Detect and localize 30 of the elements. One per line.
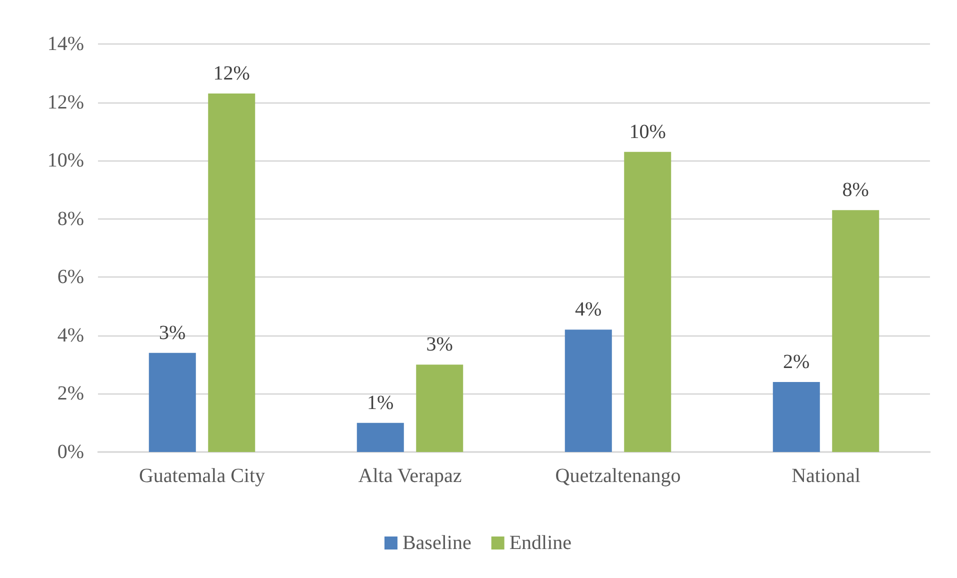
bar — [564, 330, 612, 452]
data-label: 8% — [842, 179, 869, 202]
data-label: 4% — [575, 298, 602, 321]
bar — [416, 364, 464, 452]
y-tick-label: 2% — [57, 382, 84, 405]
bar — [208, 94, 256, 452]
data-label: 12% — [213, 62, 250, 85]
x-tick-label: Guatemala City — [138, 465, 266, 487]
legend-label: Baseline — [402, 532, 472, 554]
data-label: 1% — [367, 392, 394, 414]
bar — [148, 352, 196, 452]
bar — [624, 152, 672, 452]
data-label: 3% — [426, 334, 453, 356]
bar — [356, 422, 404, 452]
legend-label: Endline — [509, 532, 572, 554]
y-tick-label: 6% — [57, 266, 84, 288]
x-tick-label: Alta Verapaz — [358, 465, 462, 487]
x-tick-label: Quetzaltenango — [555, 465, 681, 487]
data-label: 10% — [629, 120, 666, 143]
y-tick-label: 14% — [47, 33, 84, 55]
data-label: 2% — [783, 351, 810, 374]
y-tick-label: 0% — [57, 441, 84, 463]
y-tick-label: 12% — [47, 91, 84, 114]
y-tick-label: 4% — [57, 324, 84, 346]
y-tick-label: 8% — [57, 208, 84, 230]
data-label: 3% — [159, 322, 186, 344]
x-tick-label: National — [792, 465, 861, 487]
bar — [772, 382, 820, 452]
bar — [832, 210, 880, 452]
y-tick-label: 10% — [47, 150, 84, 172]
